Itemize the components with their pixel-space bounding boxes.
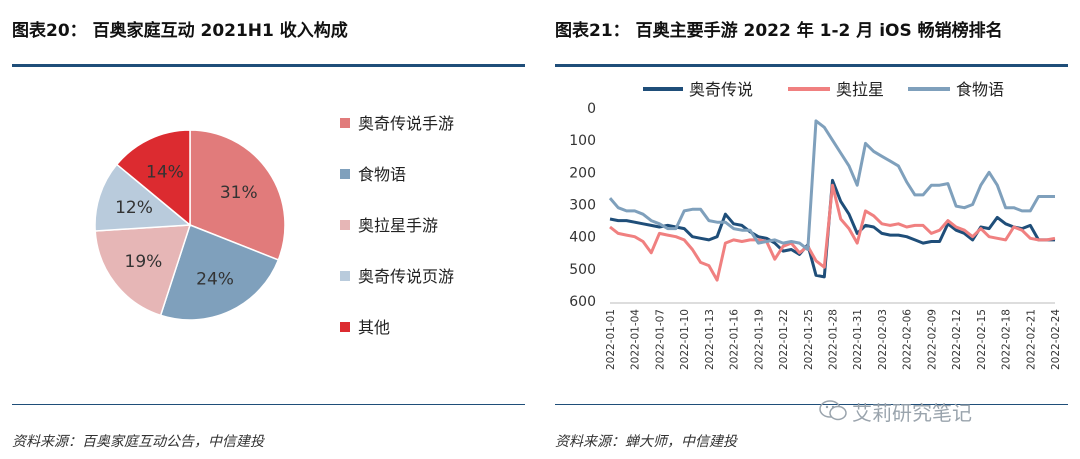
x-tick-label: 2022-01-28: [828, 309, 840, 370]
x-tick-label: 2022-02-21: [1025, 309, 1037, 370]
x-tick-label: 2022-01-25: [803, 309, 815, 370]
legend-label: 奥奇传说手游: [358, 114, 455, 133]
right-source-note: 资料来源：蝉大师，中信建投: [555, 434, 737, 450]
legend-label: 奥拉星: [836, 80, 884, 99]
x-tick-label: 2022-02-15: [976, 309, 988, 370]
y-tick-label: 200: [569, 165, 596, 181]
legend-label: 奥奇传说页游: [358, 267, 455, 286]
legend-swatch: [340, 322, 350, 332]
x-tick-label: 2022-02-12: [951, 309, 963, 370]
legend-swatch: [340, 271, 350, 281]
right-top-rule: [555, 64, 1068, 67]
y-tick-label: 0: [587, 101, 596, 117]
left-figure-title: 图表20： 百奥家庭互动 2021H1 收入构成: [12, 21, 348, 41]
legend-label: 其他: [358, 318, 391, 337]
watermark-text: 艾莉研究笔记: [852, 401, 972, 425]
line-chart: 0 100 200 300 400 500 600 2022-01-01 2022-01-04 2…: [569, 80, 1062, 370]
pie-slice: [115, 129, 191, 227]
x-tick-label: 2022-01-16: [729, 309, 741, 370]
right-figure-title: 图表21： 百奥主要手游 2022 年 1-2 月 iOS 畅销榜排名: [555, 21, 1003, 41]
legend-item: 奥奇传说页游: [334, 263, 514, 314]
x-tick-label: 2022-01-04: [630, 309, 642, 370]
pie-slice: [189, 129, 286, 261]
series-line: [609, 178, 1055, 279]
left-bottom-rule: [12, 404, 525, 405]
pie-legend: 奥奇传说手游 食物语奥拉星手游奥奇传说页游 其他: [334, 110, 514, 365]
legend-item: 食物语: [334, 161, 514, 212]
right-bottom-rule: [555, 404, 1068, 405]
left-top-rule: [12, 64, 525, 67]
x-tick-label: 2022-02-18: [1001, 309, 1013, 370]
x-tick-label: 2022-01-10: [679, 309, 691, 370]
x-tick-label: 2022-01-31: [852, 309, 864, 370]
pie-slice-label: 12%: [115, 198, 153, 218]
pie-slice-label: 14%: [146, 163, 184, 183]
y-tick-label: 400: [569, 230, 596, 246]
legend-label: 奥奇传说: [689, 80, 753, 99]
legend-label: 食物语: [956, 80, 1004, 99]
y-tick-label: 300: [569, 198, 596, 214]
pie-slice-label: 31%: [220, 183, 258, 203]
series-line: [608, 119, 1055, 251]
pie-chart: 31% 24% 19% 12% 14%: [94, 129, 286, 321]
series-line: [609, 183, 1056, 282]
legend-item: 奥拉星手游: [334, 212, 514, 263]
x-tick-label: 2022-02-09: [926, 309, 938, 370]
legend-item: 其他: [334, 314, 514, 365]
pie-slice: [94, 163, 192, 232]
x-tick-label: 2022-01-22: [778, 309, 790, 370]
pie-slice-label: 19%: [125, 252, 163, 272]
pie-slice: [94, 224, 192, 317]
legend-swatch: [340, 118, 350, 128]
pie-slice: [159, 224, 280, 321]
legend-swatch: [340, 169, 350, 179]
y-tick-label: 600: [569, 294, 596, 310]
legend-item: 奥奇传说手游: [334, 110, 514, 161]
legend-label: 食物语: [358, 165, 407, 184]
wechat-icon: [819, 400, 847, 421]
x-tick-label: 2022-01-19: [753, 309, 765, 370]
x-tick-label: 2022-02-24: [1050, 309, 1062, 370]
legend-label: 奥拉星手游: [358, 216, 439, 235]
x-tick-label: 2022-01-13: [704, 309, 716, 370]
legend-swatch: [340, 220, 350, 230]
y-tick-label: 500: [569, 262, 596, 278]
x-tick-label: 2022-02-06: [902, 309, 914, 370]
x-tick-label: 2022-01-07: [654, 309, 666, 370]
y-tick-label: 100: [569, 133, 596, 149]
left-source-note: 资料来源：百奥家庭互动公告，中信建投: [12, 434, 264, 450]
x-tick-label: 2022-01-01: [605, 309, 617, 370]
pie-slice-label: 24%: [196, 269, 234, 289]
x-tick-label: 2022-02-03: [877, 309, 889, 370]
